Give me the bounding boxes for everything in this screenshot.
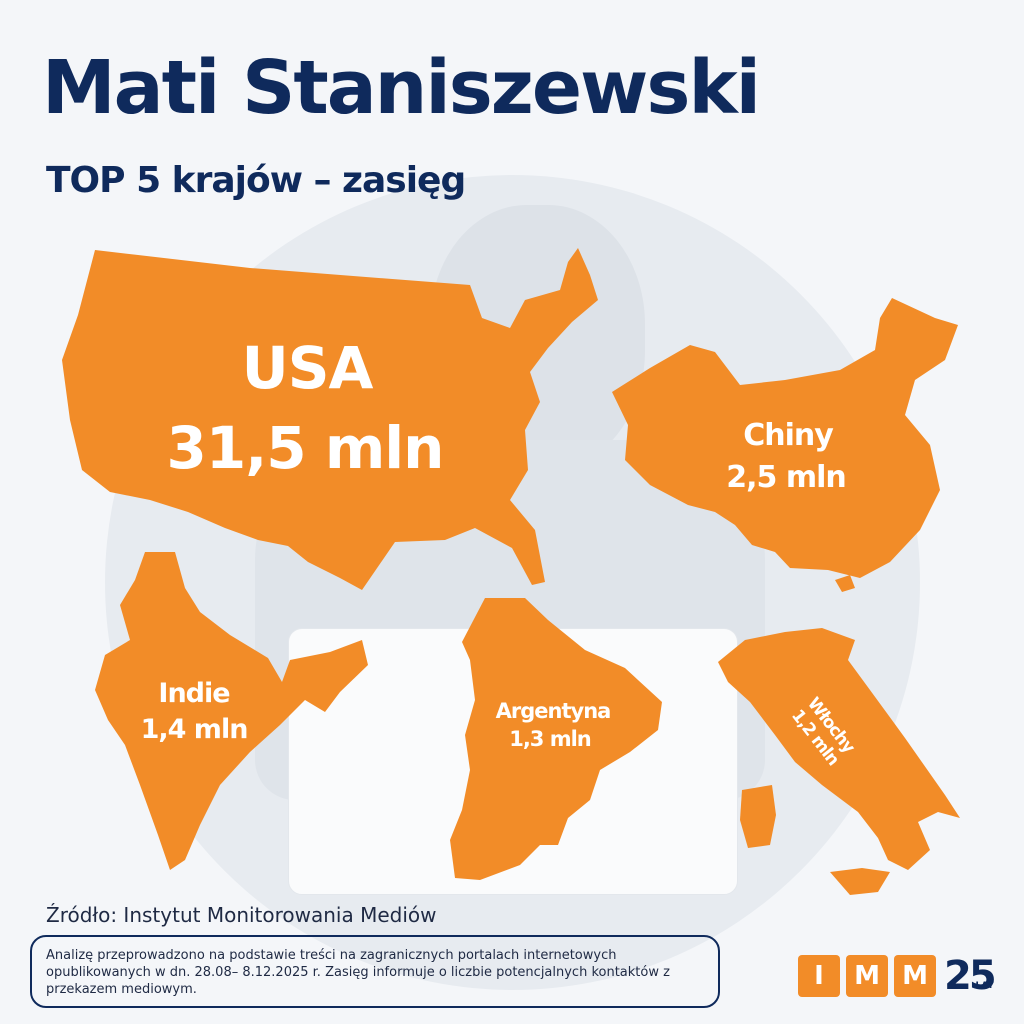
page-subtitle: TOP 5 krajów – zasięg xyxy=(46,160,466,201)
china-map-shape xyxy=(612,298,958,578)
page-title: Mati Staniszewski xyxy=(42,45,761,131)
hainan-island-shape xyxy=(835,575,855,592)
argentina-label-name: Argentyna xyxy=(496,699,611,723)
usa-map-shape xyxy=(62,248,598,590)
logo-letter-m1: M xyxy=(846,955,888,997)
india-label-name: Indie xyxy=(158,678,229,709)
logo-years-label: LAT xyxy=(975,981,994,991)
imm-logo: I M M 25 LAT xyxy=(798,953,997,999)
sicily-island-shape xyxy=(830,868,890,895)
logo-anniversary: 25 LAT xyxy=(944,953,997,999)
sardinia-island-shape xyxy=(740,785,776,848)
usa-label-value: 31,5 mln xyxy=(167,414,444,482)
india-label-value: 1,4 mln xyxy=(141,714,248,745)
italy-map-shape xyxy=(718,628,960,870)
argentina-label-value: 1,3 mln xyxy=(509,727,591,751)
logo-years: 25 xyxy=(944,953,997,999)
logo-letter-m2: M xyxy=(894,955,936,997)
china-label-name: Chiny xyxy=(743,418,834,453)
methodology-note: Analizę przeprowadzono na podstawie treś… xyxy=(30,935,720,1008)
source-text: Źródło: Instytut Monitorowania Mediów xyxy=(46,903,437,927)
argentina-map-shape xyxy=(450,598,662,880)
china-label-value: 2,5 mln xyxy=(726,460,846,495)
usa-label-name: USA xyxy=(242,334,374,402)
india-map-shape xyxy=(95,552,368,870)
logo-letter-i: I xyxy=(798,955,840,997)
